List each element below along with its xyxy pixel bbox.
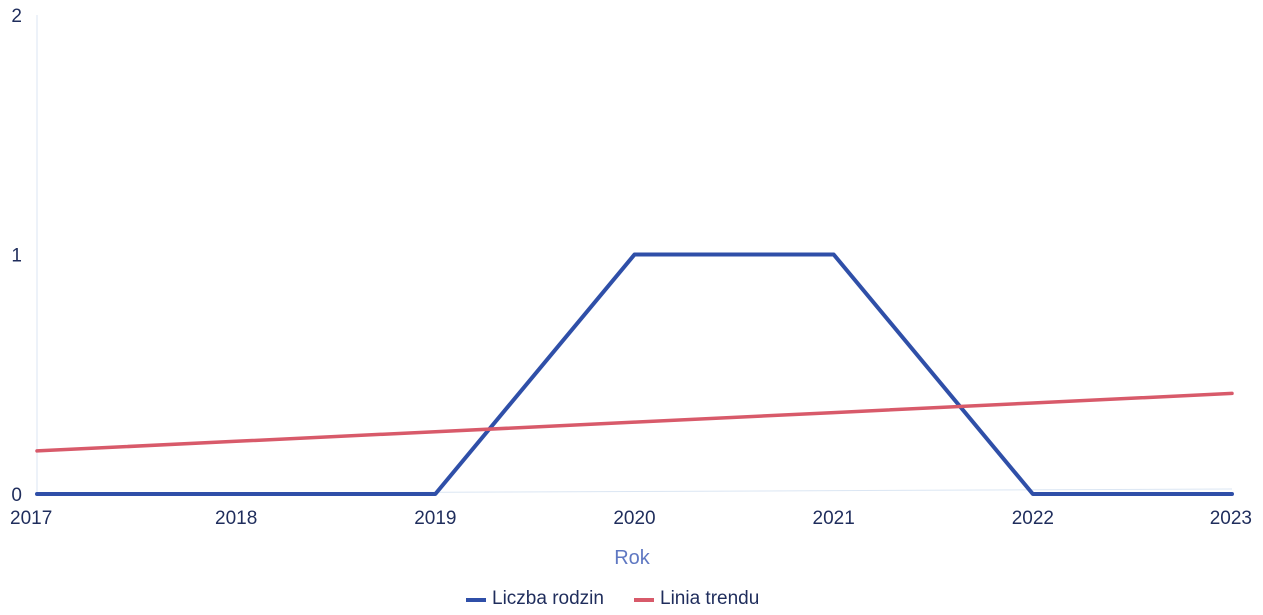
y-tick-label: 0 [11, 485, 22, 506]
x-tick-labels: 2017 2018 2019 2020 2021 2022 2023 [10, 508, 1252, 529]
x-tick-label: 2023 [1210, 508, 1252, 529]
x-axis-title: Rok [614, 547, 651, 569]
series-layer [35, 252, 1234, 496]
y-tick-label: 1 [11, 246, 22, 267]
y-tick-labels: 0 1 2 [11, 6, 22, 506]
legend: Liczba rodzin Linia trendu [466, 588, 759, 609]
legend-label: Linia trendu [660, 588, 759, 609]
x-tick-label: 2018 [215, 508, 257, 529]
series-line-liczba-rodzin [35, 252, 1234, 496]
x-tick-label: 2022 [1012, 508, 1054, 529]
x-tick-label: 2021 [813, 508, 855, 529]
legend-swatch [634, 598, 654, 602]
legend-label: Liczba rodzin [492, 588, 604, 609]
x-tick-label: 2017 [10, 508, 52, 529]
x-tick-label: 2020 [613, 508, 655, 529]
y-tick-label: 2 [11, 6, 22, 27]
x-tick-label: 2019 [414, 508, 456, 529]
legend-swatch [466, 598, 486, 602]
series-line-linia-trendu [35, 391, 1234, 453]
